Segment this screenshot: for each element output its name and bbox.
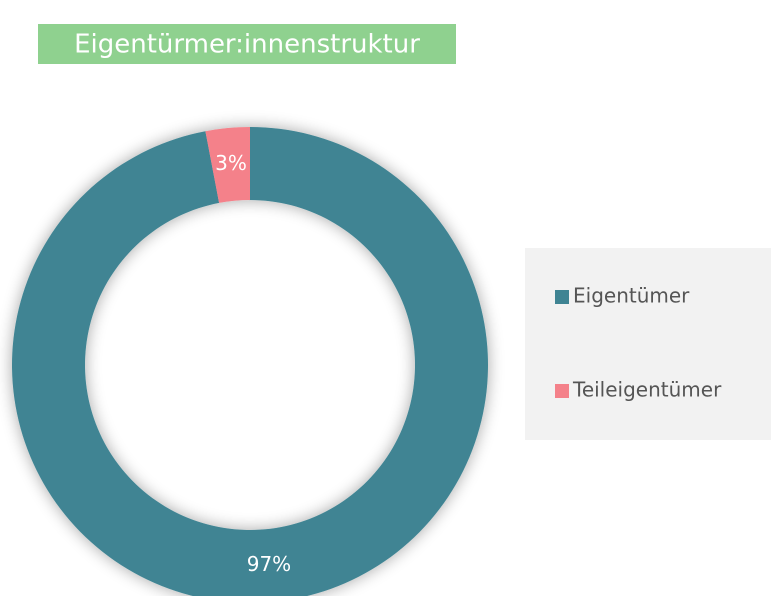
legend	[525, 248, 771, 440]
donut	[12, 127, 488, 596]
chart-title: Eigentürmer:innenstruktur	[74, 30, 420, 60]
data-label: 3%	[215, 151, 247, 175]
legend-swatch	[555, 384, 569, 398]
legend-label: Teileigentümer	[572, 378, 722, 402]
legend-swatch	[555, 290, 569, 304]
legend-label: Eigentümer	[573, 284, 690, 308]
donut-slice	[205, 127, 250, 203]
donut-slice	[12, 127, 488, 596]
data-label: 97%	[247, 552, 291, 576]
title-background	[38, 24, 456, 64]
